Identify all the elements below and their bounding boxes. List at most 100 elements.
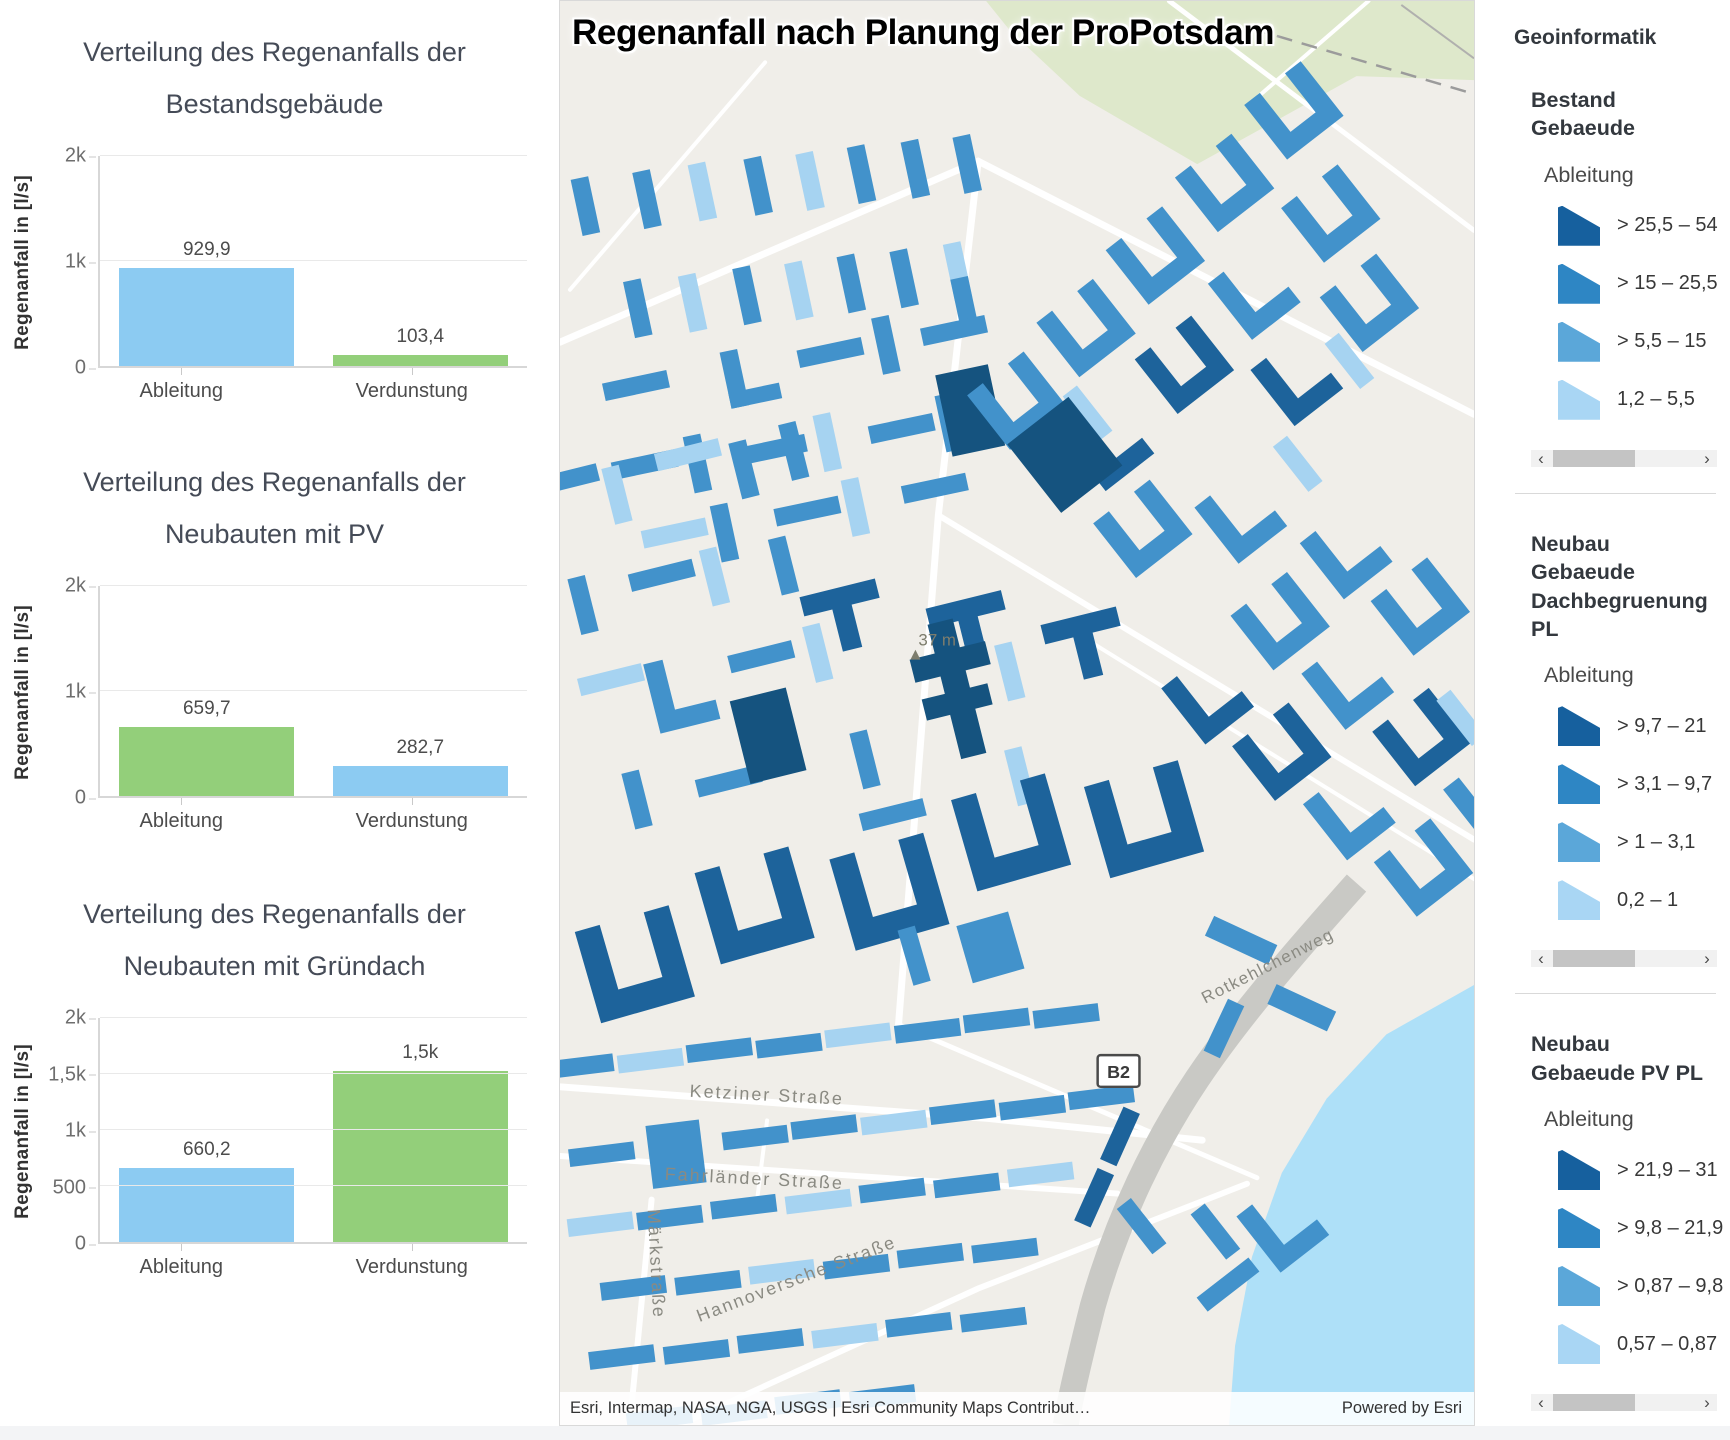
map-title: Regenanfall nach Planung der ProPotsdam xyxy=(572,13,1275,52)
bar-verdunstung[interactable] xyxy=(332,766,508,796)
scroll-left-icon[interactable]: ‹ xyxy=(1538,949,1544,969)
class-swatch-icon xyxy=(1558,379,1600,420)
bar-slot: 929,9 xyxy=(100,156,314,366)
gridline xyxy=(100,690,527,691)
bar-ableitung[interactable] xyxy=(119,726,295,796)
y-axis-label: Regenanfall in [l/s] xyxy=(12,1043,33,1219)
y-tick: 0 xyxy=(74,786,97,809)
scroll-left-icon[interactable]: ‹ xyxy=(1538,448,1544,468)
bar-verdunstung[interactable] xyxy=(332,355,508,366)
legend-panel: Geoinformatik Bestand Gebaeude Ableitung… xyxy=(1487,0,1730,1426)
chart-neubauten-gruendach: Verteilung des Regenanfalls der Neubaute… xyxy=(0,862,549,1426)
y-axis-ticks: 0 500 1k 1,5k 2k xyxy=(34,1007,98,1255)
bar-verdunstung[interactable] xyxy=(332,1070,508,1242)
bar-value-label: 659,7 xyxy=(182,697,231,719)
boundary-line xyxy=(1400,4,1474,60)
legend-class-row: > 1 – 3,1 xyxy=(1558,822,1720,863)
main-road xyxy=(1053,874,1367,1425)
bar-slot: 1,5k xyxy=(314,1018,528,1242)
legend-class-row: > 21,9 – 31 xyxy=(1558,1150,1720,1190)
class-label: 1,2 – 5,5 xyxy=(1617,388,1695,411)
scroll-right-icon[interactable]: › xyxy=(1704,1393,1710,1412)
x-category-label: Verdunstung xyxy=(297,368,528,403)
x-category-label: Ableitung xyxy=(66,798,297,833)
legend-class-row: 0,57 – 0,87 xyxy=(1558,1324,1720,1364)
svg-text:B2: B2 xyxy=(1107,1062,1130,1082)
legend-scrollbar[interactable]: ‹ › xyxy=(1531,1394,1717,1411)
x-axis-labels: Ableitung Verdunstung xyxy=(66,798,527,833)
spot-elevation-marker xyxy=(910,649,921,660)
class-swatch-icon xyxy=(1558,1266,1600,1306)
attribution-sources: Esri, Intermap, NASA, NGA, USGS | Esri C… xyxy=(570,1399,1091,1417)
scroll-left-icon[interactable]: ‹ xyxy=(1538,1393,1544,1412)
powered-by-esri: Powered by Esri xyxy=(1341,1399,1462,1417)
scroll-right-icon[interactable]: › xyxy=(1704,448,1710,468)
class-swatch-icon xyxy=(1558,1208,1600,1248)
legend-title: Geoinformatik xyxy=(1514,26,1657,49)
bar-ableitung[interactable] xyxy=(119,1168,295,1242)
y-axis-label: Regenanfall in [l/s] xyxy=(12,604,33,780)
bar-slot: 103,4 xyxy=(314,156,528,366)
class-swatch-icon xyxy=(1558,1324,1600,1364)
x-category-label: Ableitung xyxy=(66,1244,297,1279)
scrollbar-track[interactable] xyxy=(1551,1394,1697,1411)
gridline xyxy=(100,155,527,156)
y-axis-ticks: 0 1k 2k xyxy=(34,145,98,379)
gridline xyxy=(100,260,527,261)
class-label: > 15 – 25,5 xyxy=(1617,272,1718,295)
legend-scrollbar[interactable]: ‹ › xyxy=(1531,448,1717,468)
bar-ableitung[interactable] xyxy=(119,268,295,366)
x-category-label: Verdunstung xyxy=(297,798,528,833)
scrollbar-track[interactable] xyxy=(1551,449,1697,467)
gridline xyxy=(100,1073,527,1074)
route-shield-b2: B2 xyxy=(1096,1053,1141,1089)
scroll-right-icon[interactable]: › xyxy=(1704,949,1710,969)
scrollbar-thumb[interactable] xyxy=(1553,1394,1635,1411)
scrollbar-thumb[interactable] xyxy=(1553,449,1635,467)
charts-panel: Verteilung des Regenanfalls der Bestands… xyxy=(0,0,549,1426)
class-label: > 21,9 – 31 xyxy=(1617,1158,1718,1181)
y-tick: 500 xyxy=(52,1176,97,1198)
class-swatch-icon xyxy=(1558,880,1600,921)
class-label: > 0,87 – 9,8 xyxy=(1617,1274,1724,1297)
y-tick: 0 xyxy=(74,1232,97,1255)
class-label: 0,57 – 0,87 xyxy=(1617,1332,1718,1355)
plot-area: 929,9 103,4 xyxy=(98,155,528,368)
map-canvas[interactable]: 37 m Ketziner Straße Fahrländer Straße H… xyxy=(560,1,1474,1425)
class-label: 0,2 – 1 xyxy=(1617,888,1679,911)
legend-scrollbar[interactable]: ‹ › xyxy=(1531,949,1717,969)
layer-name: Neubau Gebaeude PV PL xyxy=(1531,1032,1704,1085)
bar-value-label: 1,5k xyxy=(402,1041,439,1063)
class-label: > 25,5 – 54 xyxy=(1617,214,1718,237)
layer-name: Neubau Gebaeude Dachbegruenung PL xyxy=(1531,531,1708,641)
y-tick: 2k xyxy=(64,144,97,167)
scrollbar-track[interactable] xyxy=(1551,950,1697,968)
class-swatch-icon xyxy=(1558,764,1600,805)
scrollbar-thumb[interactable] xyxy=(1553,950,1635,968)
layer-field: Ableitung xyxy=(1544,663,1634,688)
legend-divider xyxy=(1515,993,1716,995)
gridline xyxy=(100,1017,527,1018)
class-swatch-icon xyxy=(1558,706,1600,747)
bar-value-label: 282,7 xyxy=(396,737,445,759)
y-axis-ticks: 0 1k 2k xyxy=(34,575,98,809)
panel-divider xyxy=(1475,0,1487,1426)
bar-slot: 282,7 xyxy=(314,586,528,796)
x-category-label: Verdunstung xyxy=(297,1244,528,1279)
x-category-label: Ableitung xyxy=(66,368,297,403)
legend-class-row: > 25,5 – 54 xyxy=(1558,205,1720,246)
legend-group-pv: Neubau Gebaeude PV PL Ableitung > 21,9 –… xyxy=(1514,1030,1724,1411)
map-panel[interactable]: 37 m Ketziner Straße Fahrländer Straße H… xyxy=(559,0,1475,1426)
legend-class-row: 0,2 – 1 xyxy=(1558,880,1720,921)
y-tick: 2k xyxy=(64,574,97,597)
x-axis-labels: Ableitung Verdunstung xyxy=(66,368,527,403)
legend-group-dachbegruenung: Neubau Gebaeude Dachbegruenung PL Ableit… xyxy=(1514,530,1720,995)
y-tick: 1,5k xyxy=(48,1063,96,1085)
class-label: > 9,7 – 21 xyxy=(1617,714,1707,737)
y-tick: 1k xyxy=(64,1119,97,1142)
y-tick: 0 xyxy=(74,356,97,379)
y-axis-label: Regenanfall in [l/s] xyxy=(12,174,33,350)
legend-class-row: > 0,87 – 9,8 xyxy=(1558,1266,1724,1306)
bar-value-label: 929,9 xyxy=(182,239,231,261)
